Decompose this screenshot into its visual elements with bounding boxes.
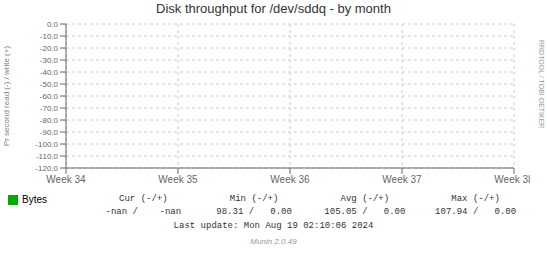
html-text:Avg (-/+): Avg (-/+): [340, 194, 390, 204]
html-text:107.94 / 0.00: 107.94 / 0.00: [435, 207, 517, 217]
svg-text:-60.0: -60.0: [40, 92, 59, 101]
html-text:Min (-/+): Min (-/+): [229, 194, 279, 204]
svg-text:-40.0: -40.0: [40, 68, 59, 77]
html-text:Disk throughput for /dev/sddq: Disk throughput for /dev/sddq - by month: [156, 1, 391, 16]
html-text:Bytes: Bytes: [22, 194, 47, 205]
html-text:Last update: Mon Aug 19 02:10:: Last update: Mon Aug 19 02:10:06 2024: [173, 221, 374, 231]
html-text:Cur (-/+): Cur (-/+): [119, 194, 168, 204]
svg-text:-20.0: -20.0: [40, 44, 59, 53]
html-text:98.31 / 0.00: 98.31 / 0.00: [216, 207, 292, 217]
svg-text:-120.0: -120.0: [35, 164, 58, 173]
html-text:RRDTOOL / TOBI OETIKER: RRDTOOL / TOBI OETIKER: [538, 40, 545, 129]
html-text:105.05 / 0.00: 105.05 / 0.00: [324, 207, 406, 217]
svg-text:-100.0: -100.0: [35, 140, 58, 149]
svg-text:Week 34: Week 34: [46, 174, 86, 185]
svg-text:Week 36: Week 36: [270, 174, 310, 185]
svg-text:-110.0: -110.0: [36, 152, 59, 161]
html-text:Max (-/+): Max (-/+): [451, 194, 500, 204]
svg-text:-90.0: -90.0: [40, 128, 59, 137]
svg-text:Week 35: Week 35: [158, 174, 198, 185]
svg-text:0.0: 0.0: [47, 20, 59, 29]
svg-text:-70.0: -70.0: [40, 104, 59, 113]
svg-text:-50.0: -50.0: [40, 80, 59, 89]
html-text:Munin 2.0.49: Munin 2.0.49: [250, 237, 297, 246]
html-text:-nan / -nan: -nan / -nan: [105, 207, 182, 217]
svg-text:Week 38: Week 38: [494, 174, 530, 185]
svg-text:-80.0: -80.0: [40, 116, 59, 125]
svg-text:Pr second read (-) / write (+): Pr second read (-) / write (+): [8, 46, 11, 147]
svg-text:-30.0: -30.0: [40, 56, 59, 65]
svg-text:-10.0: -10.0: [40, 32, 59, 41]
svg-text:Week 37: Week 37: [382, 174, 422, 185]
